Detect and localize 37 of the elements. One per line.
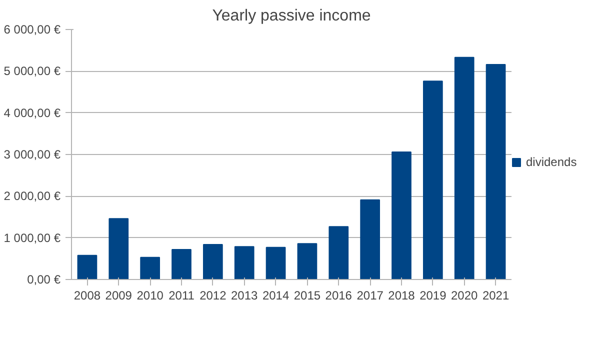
x-tick-label: 2010 bbox=[136, 288, 164, 302]
chart-title: Yearly passive income bbox=[212, 8, 371, 24]
bar bbox=[108, 218, 129, 280]
y-tick-label: 4 000,00 € bbox=[4, 106, 61, 120]
legend-label: dividends bbox=[526, 155, 577, 169]
x-tick-label: 2011 bbox=[168, 288, 195, 302]
bar bbox=[77, 254, 98, 280]
x-tick-label: 2018 bbox=[388, 288, 416, 302]
x-tick-label: 2017 bbox=[356, 288, 384, 302]
bar bbox=[172, 249, 192, 280]
x-tick-label: 2013 bbox=[231, 288, 258, 302]
x-tick-label: 2012 bbox=[200, 288, 227, 302]
y-tick-label: 0,00 € bbox=[27, 272, 61, 286]
bar bbox=[203, 244, 223, 280]
x-tick-label: 2008 bbox=[74, 288, 101, 302]
x-tick-label: 2015 bbox=[294, 288, 321, 302]
bar bbox=[392, 152, 412, 280]
bar bbox=[140, 256, 160, 280]
bar bbox=[328, 226, 349, 280]
bar bbox=[234, 246, 254, 280]
bar bbox=[297, 243, 318, 280]
x-tick-label: 2020 bbox=[451, 288, 478, 302]
x-tick-label: 2014 bbox=[262, 288, 290, 302]
y-tick-label: 6 000,00 € bbox=[4, 22, 61, 36]
x-tick-label: 2009 bbox=[105, 288, 132, 302]
bar bbox=[266, 246, 286, 280]
bar bbox=[360, 199, 380, 280]
x-tick-label: 2021 bbox=[482, 288, 510, 302]
y-tick-label: 3 000,00 € bbox=[4, 148, 61, 162]
bar bbox=[423, 80, 443, 280]
bar bbox=[486, 64, 506, 280]
y-tick-label: 2 000,00 € bbox=[4, 189, 61, 204]
x-tick-label: 2016 bbox=[325, 288, 352, 302]
y-tick-label: 5 000,00 € bbox=[4, 64, 61, 78]
y-tick-label: 1 000,00 € bbox=[4, 230, 61, 245]
x-tick-label: 2019 bbox=[420, 288, 447, 302]
bar bbox=[454, 56, 474, 280]
